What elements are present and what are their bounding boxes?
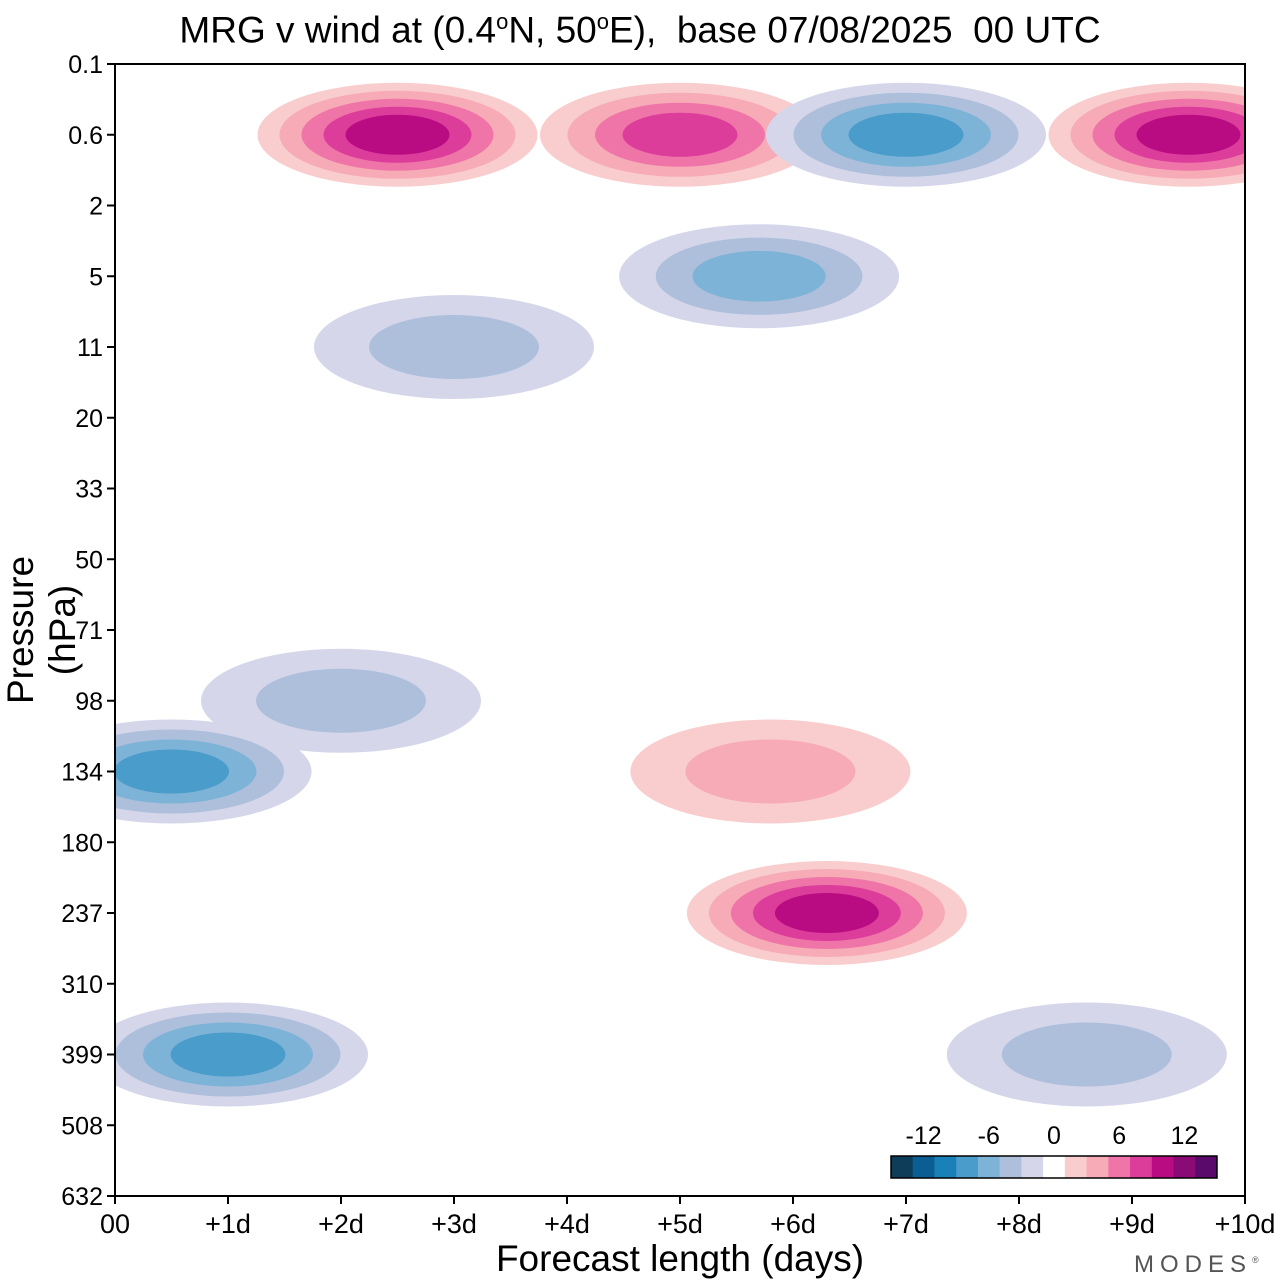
y-tick-label: 33 xyxy=(75,476,103,504)
colorbar-swatch xyxy=(1043,1156,1066,1178)
x-tick-label: 00 xyxy=(100,1209,130,1239)
x-tick-label: +8d xyxy=(996,1209,1042,1239)
x-tick-label: +1d xyxy=(205,1209,251,1239)
x-tick-label: +5d xyxy=(657,1209,703,1239)
x-axis-label: Forecast length (days) xyxy=(495,1238,865,1279)
contour-band xyxy=(256,668,426,733)
x-tick-label: +6d xyxy=(770,1209,816,1239)
y-tick-label: 134 xyxy=(61,759,103,787)
colorbar-swatch xyxy=(999,1156,1022,1178)
contour-band xyxy=(345,114,450,155)
colorbar-tick-label: 12 xyxy=(1170,1122,1198,1150)
y-axis: 0.1 0.6 2 5 11 20 33 50 71 98 134 180 237 310 399 508 63… xyxy=(61,51,115,1211)
y-tick-label: 0.1 xyxy=(68,51,103,79)
colorbar-swatch xyxy=(1173,1156,1196,1178)
colorbar-tick-label: -6 xyxy=(978,1122,1000,1150)
x-tick-label: +9d xyxy=(1109,1209,1155,1239)
chart-title: MRG v wind at (0.4oN, 50oE), base 07/08/… xyxy=(179,9,1101,51)
x-tick-label: +7d xyxy=(883,1209,929,1239)
colorbar-swatch xyxy=(912,1156,935,1178)
colorbar-swatch xyxy=(1064,1156,1088,1178)
contour-band xyxy=(1136,114,1241,155)
colorbar-swatch xyxy=(956,1156,979,1178)
colorbar-swatch xyxy=(1151,1156,1175,1178)
contour-band xyxy=(774,893,879,933)
x-tick-label: +3d xyxy=(431,1209,477,1239)
y-tick-label: 5 xyxy=(89,263,103,291)
y-tick-label: 20 xyxy=(75,405,103,433)
contour-band xyxy=(848,112,964,157)
y-tick-label: 310 xyxy=(61,971,103,999)
contour-band xyxy=(170,1032,286,1077)
x-axis: 00 +1d +2d +3d +4d +5d +6d +7d +8d +9d +10d xyxy=(100,1196,1275,1239)
contour-band xyxy=(685,739,856,804)
colorbar-tick-label: 6 xyxy=(1112,1122,1126,1150)
y-tick-label: 237 xyxy=(61,900,103,928)
y-tick-label: 508 xyxy=(61,1112,103,1140)
colorbar-swatch xyxy=(977,1156,1001,1178)
y-tick-label: 0.6 xyxy=(68,122,103,150)
colorbar-swatch xyxy=(1130,1156,1153,1178)
contour-fills xyxy=(115,82,1245,1107)
contour-band xyxy=(692,250,826,302)
colorbar-tick-label: 0 xyxy=(1047,1122,1061,1150)
y-tick-label: 632 xyxy=(61,1183,103,1211)
colorbar: -12 -6 0 6 12 xyxy=(890,1122,1218,1179)
colorbar-swatch xyxy=(934,1156,957,1178)
colorbar-swatch xyxy=(891,1156,914,1178)
y-tick-label: 399 xyxy=(61,1042,103,1070)
colorbar-frame xyxy=(890,1155,1218,1179)
y-tick-label: 11 xyxy=(77,334,103,362)
modes-logo: MODES® xyxy=(1134,1251,1259,1278)
y-tick-label: 71 xyxy=(75,617,103,645)
x-tick-label: +4d xyxy=(544,1209,590,1239)
x-tick-label: +2d xyxy=(318,1209,364,1239)
colorbar-swatch xyxy=(1108,1156,1131,1178)
contour-band xyxy=(622,112,738,157)
colorbar-swatch xyxy=(1021,1156,1044,1178)
contour-band xyxy=(115,749,229,794)
contour-band xyxy=(1001,1022,1172,1087)
y-tick-label: 2 xyxy=(89,193,103,221)
y-tick-label: 180 xyxy=(61,829,103,857)
y-tick-label: 50 xyxy=(75,546,103,574)
x-tick-label: +10d xyxy=(1215,1209,1276,1239)
colorbar-swatch xyxy=(1086,1156,1109,1178)
colorbar-tick-label: -12 xyxy=(906,1122,942,1150)
colorbar-swatch xyxy=(1195,1156,1218,1178)
y-tick-label: 98 xyxy=(75,688,103,716)
contour-band xyxy=(369,315,539,379)
y-axis-label: Pressure (hPa) xyxy=(0,555,83,705)
